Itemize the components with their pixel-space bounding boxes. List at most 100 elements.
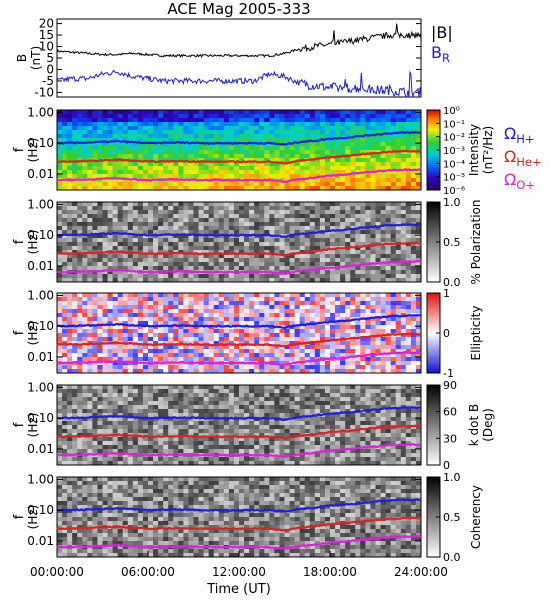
spectrogram-cell xyxy=(269,254,275,259)
spectrogram-cell xyxy=(67,293,73,298)
spectrogram-cell xyxy=(163,353,169,358)
spectrogram-cell xyxy=(137,365,144,370)
spectrogram-cell xyxy=(244,238,250,243)
spectrogram-cell xyxy=(173,222,179,227)
spectrogram-cell xyxy=(370,114,376,119)
spectrogram-cell xyxy=(137,421,144,426)
spectrogram-cell xyxy=(410,321,417,326)
spectrogram-cell xyxy=(82,421,88,426)
spectrogram-cell xyxy=(193,409,200,414)
spectrogram-cell xyxy=(360,154,366,159)
spectrogram-cell xyxy=(249,349,255,354)
spectrogram-cell xyxy=(67,401,73,406)
spectrogram-cell xyxy=(97,397,103,402)
spectrogram-cell xyxy=(360,369,366,374)
spectrogram-cell xyxy=(390,337,397,342)
spectrogram-cell xyxy=(178,305,184,310)
spectrogram-cell xyxy=(380,134,387,139)
spectrogram-cell xyxy=(208,365,215,370)
spectrogram-cell xyxy=(375,274,382,279)
spectrogram-cell xyxy=(208,341,215,346)
spectrogram-cell xyxy=(324,297,331,302)
spectrogram-cell xyxy=(82,313,88,318)
spectrogram-cell xyxy=(324,238,331,243)
spectrogram-cell xyxy=(345,166,351,171)
spectrogram-cell xyxy=(203,166,210,171)
spectrogram-cell xyxy=(203,313,210,318)
spectrogram-cell xyxy=(208,154,215,159)
spectrogram-cell xyxy=(304,293,311,298)
spectrogram-cell xyxy=(97,437,103,442)
spectrogram-cell xyxy=(294,353,301,358)
spectrogram-cell xyxy=(208,162,215,167)
spectrogram-cell xyxy=(97,182,103,187)
spectrogram-cell xyxy=(239,317,245,322)
spectrogram-cell xyxy=(233,126,240,131)
spectrogram-cell xyxy=(213,333,220,338)
spectrogram-cell xyxy=(188,321,194,326)
spectrogram-cell xyxy=(400,301,407,306)
spectrogram-cell xyxy=(213,138,220,143)
spectrogram-cell xyxy=(244,317,250,322)
spectrogram-cell xyxy=(274,278,280,283)
spectrogram-cell xyxy=(67,325,73,330)
spectrogram-cell xyxy=(249,238,255,243)
spectrogram-cell xyxy=(188,154,194,159)
spectrogram-cell xyxy=(314,333,321,338)
spectrogram-cell xyxy=(249,321,255,326)
spectrogram-cell xyxy=(57,134,63,139)
spectrogram-cell xyxy=(335,309,341,314)
spectrogram-cell xyxy=(233,353,240,358)
spectrogram-cell xyxy=(173,349,179,354)
spectrogram-cell xyxy=(178,353,184,358)
spectrogram-cell xyxy=(158,445,164,450)
spectrogram-cell xyxy=(415,214,422,219)
spectrogram-cell xyxy=(324,254,331,259)
spectrogram-cell xyxy=(173,297,179,302)
spectrogram-cell xyxy=(158,134,164,139)
spectrogram-cell xyxy=(213,357,220,362)
spectrogram-cell xyxy=(117,186,124,191)
spectrogram-cell xyxy=(233,297,240,302)
spectrogram-cell xyxy=(112,162,119,167)
spectrogram-cell xyxy=(233,218,240,223)
spectrogram-cell xyxy=(410,182,417,187)
spectrogram-cell xyxy=(132,429,139,434)
spectrogram-cell xyxy=(309,301,316,306)
spectrogram-cell xyxy=(142,266,149,271)
spectrogram-cell xyxy=(405,293,412,298)
spectrogram-cell xyxy=(127,369,134,374)
spectrogram-cell xyxy=(163,206,169,211)
spectrogram-cell xyxy=(153,441,159,446)
spectrogram-cell xyxy=(239,341,245,346)
spectrogram-cell xyxy=(142,385,149,390)
spectrogram-cell xyxy=(218,218,225,223)
spectrogram-cell xyxy=(127,114,134,119)
spectrogram-cell xyxy=(107,337,114,342)
spectrogram-cell xyxy=(67,154,73,159)
spectrogram-cell xyxy=(77,345,83,350)
spectrogram-cell xyxy=(284,230,291,235)
spectrogram-cell xyxy=(269,210,275,215)
spectrogram-cell xyxy=(208,313,215,318)
spectrogram-cell xyxy=(112,313,119,318)
spectrogram-cell xyxy=(233,305,240,310)
spectrogram-cell xyxy=(218,317,225,322)
spectrogram-cell xyxy=(122,162,129,167)
spectrogram-cell xyxy=(163,170,169,175)
spectrogram-cell xyxy=(294,218,301,223)
spectrogram-cell xyxy=(223,349,230,354)
spectrogram-cell xyxy=(107,202,114,207)
spectrogram-cell xyxy=(208,118,215,123)
spectrogram-cell xyxy=(299,325,306,330)
spectrogram-cell xyxy=(183,369,189,374)
spectrogram-cell xyxy=(127,353,134,358)
spectrogram-cell xyxy=(112,166,119,171)
spectrogram-cell xyxy=(375,345,382,350)
spectrogram-cell xyxy=(259,122,265,127)
spectrogram-cell xyxy=(173,174,179,179)
spectrogram-cell xyxy=(72,214,78,219)
spectrogram-cell xyxy=(67,206,73,211)
spectrogram-cell xyxy=(107,417,114,422)
spectrogram-cell xyxy=(67,461,73,466)
